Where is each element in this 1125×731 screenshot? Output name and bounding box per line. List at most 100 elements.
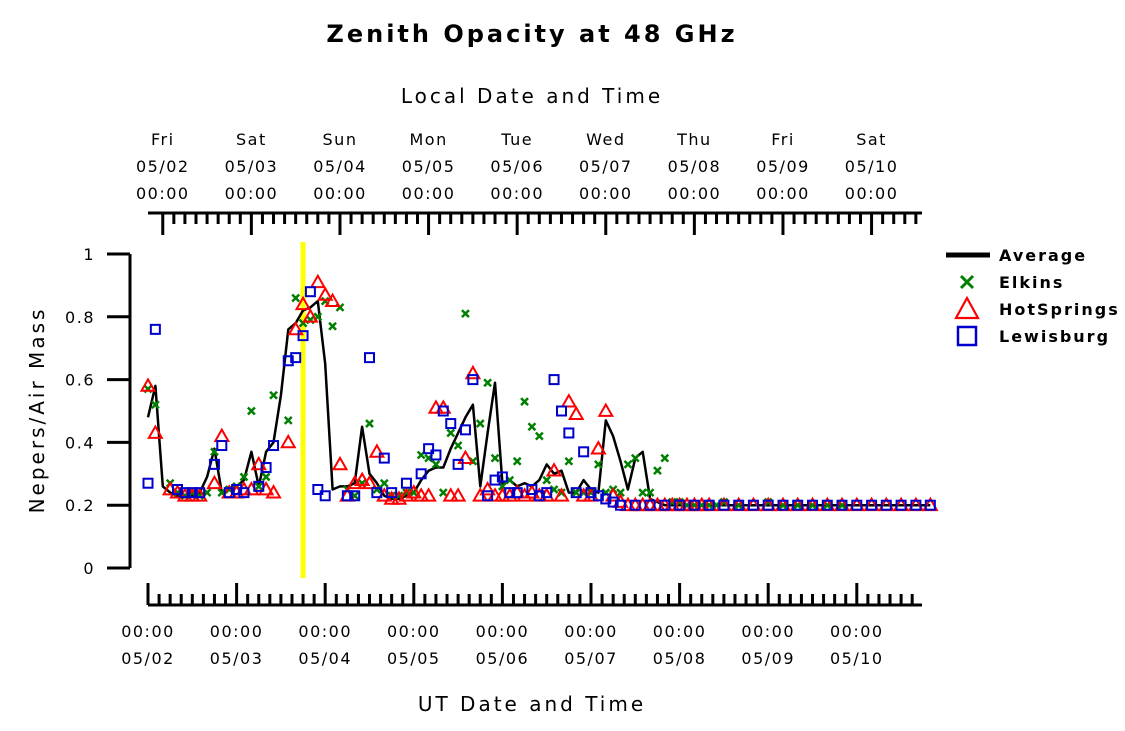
data-point — [496, 471, 508, 483]
data-point — [449, 487, 467, 502]
data-point — [660, 453, 670, 463]
marker-stroke — [630, 453, 640, 463]
data-point — [291, 293, 301, 303]
bottom-tick-date: 05/02 — [121, 649, 175, 668]
legend-label: Elkins — [999, 273, 1064, 292]
data-point — [331, 455, 349, 471]
marker-stroke — [438, 488, 448, 498]
data-point — [461, 309, 470, 319]
top-tick-day: Mon — [409, 130, 447, 149]
data-point — [534, 431, 544, 441]
data-point — [555, 405, 567, 417]
bottom-tick-time: 00:00 — [653, 622, 707, 641]
top-tick-date: 05/05 — [402, 157, 456, 176]
bottom-tick-date: 05/06 — [476, 649, 530, 668]
marker-stroke — [512, 456, 522, 466]
marker-stroke — [254, 481, 264, 491]
data-point — [319, 490, 331, 502]
data-point — [645, 488, 655, 498]
marker-stroke — [283, 416, 293, 425]
marker-stroke — [431, 459, 441, 469]
data-point — [453, 441, 463, 450]
data-point — [526, 484, 538, 495]
bottom-tick-date: 05/08 — [653, 649, 707, 668]
data-point — [475, 419, 485, 428]
data-point — [592, 490, 604, 502]
marker-stroke — [638, 488, 648, 498]
legend-triangle-swatch — [954, 295, 980, 320]
data-point — [542, 475, 552, 485]
data-point — [149, 323, 161, 335]
data-point — [571, 488, 581, 498]
marker-stroke — [446, 428, 456, 438]
y-tick-label: 1 — [83, 245, 95, 264]
data-point — [452, 458, 464, 470]
marker-stroke — [490, 453, 500, 463]
series-lewisburg-points — [142, 286, 936, 511]
data-point — [910, 499, 922, 511]
data-point — [269, 390, 278, 400]
data-point — [238, 487, 250, 499]
data-point — [467, 374, 479, 386]
marker-stroke — [498, 481, 507, 491]
data-point — [490, 453, 500, 463]
marker-stroke — [247, 406, 256, 416]
data-point — [504, 487, 516, 499]
chart-title: Zenith Opacity at 48 GHz — [326, 20, 737, 48]
data-point — [615, 499, 627, 511]
legend-label: Average — [999, 246, 1087, 265]
marker-stroke — [150, 400, 160, 410]
data-point — [378, 452, 390, 464]
legend-item-hotsprings: HotSprings — [954, 295, 1118, 320]
marker-stroke — [645, 488, 655, 498]
data-point — [179, 487, 191, 499]
data-point — [287, 320, 304, 336]
bottom-tick-time: 00:00 — [830, 622, 884, 641]
data-point — [365, 419, 374, 428]
bottom-tick-date: 05/07 — [564, 649, 618, 668]
legend: Average Elkins HotSprings Lewisburg — [946, 246, 1118, 347]
data-point — [364, 352, 375, 364]
data-point — [223, 487, 235, 499]
bottom-tick-time: 00:00 — [476, 622, 530, 641]
data-point — [545, 462, 563, 477]
data-point — [489, 474, 501, 486]
bottom-tick-time: 00:00 — [210, 622, 264, 641]
data-point — [895, 499, 907, 511]
legend-x-swatch — [959, 274, 975, 290]
data-point — [541, 487, 553, 499]
top-axis-title: Local Date and Time — [401, 84, 663, 108]
top-tick-day: Fri — [151, 130, 175, 149]
top-tick-time: 00:00 — [402, 184, 456, 203]
data-point — [851, 499, 863, 511]
data-point — [792, 499, 804, 511]
top-tick-date: 05/04 — [313, 157, 367, 176]
marker-stroke — [623, 459, 633, 469]
data-point — [585, 487, 597, 499]
data-point — [239, 472, 249, 482]
y-tick-label: 0.4 — [65, 433, 95, 452]
marker-stroke — [571, 488, 581, 498]
marker-stroke — [534, 431, 544, 441]
data-point — [386, 487, 398, 499]
data-point — [560, 393, 578, 408]
data-point — [482, 490, 494, 502]
data-point — [659, 499, 671, 511]
legend-item-average: Average — [946, 246, 1087, 265]
bottom-tick-date: 05/09 — [741, 649, 795, 668]
data-point — [216, 440, 228, 452]
top-tick-time: 00:00 — [845, 184, 899, 203]
data-point — [511, 487, 523, 499]
data-point — [261, 472, 271, 482]
data-point — [593, 459, 603, 469]
bottom-tick-date: 05/04 — [298, 649, 352, 668]
data-point — [638, 488, 648, 498]
data-point — [423, 443, 435, 455]
marker-stroke — [475, 419, 485, 428]
top-tick-day: Sat — [236, 130, 267, 149]
data-point — [247, 406, 256, 416]
data-point — [629, 499, 641, 511]
data-point — [548, 374, 560, 386]
data-point — [213, 427, 231, 442]
